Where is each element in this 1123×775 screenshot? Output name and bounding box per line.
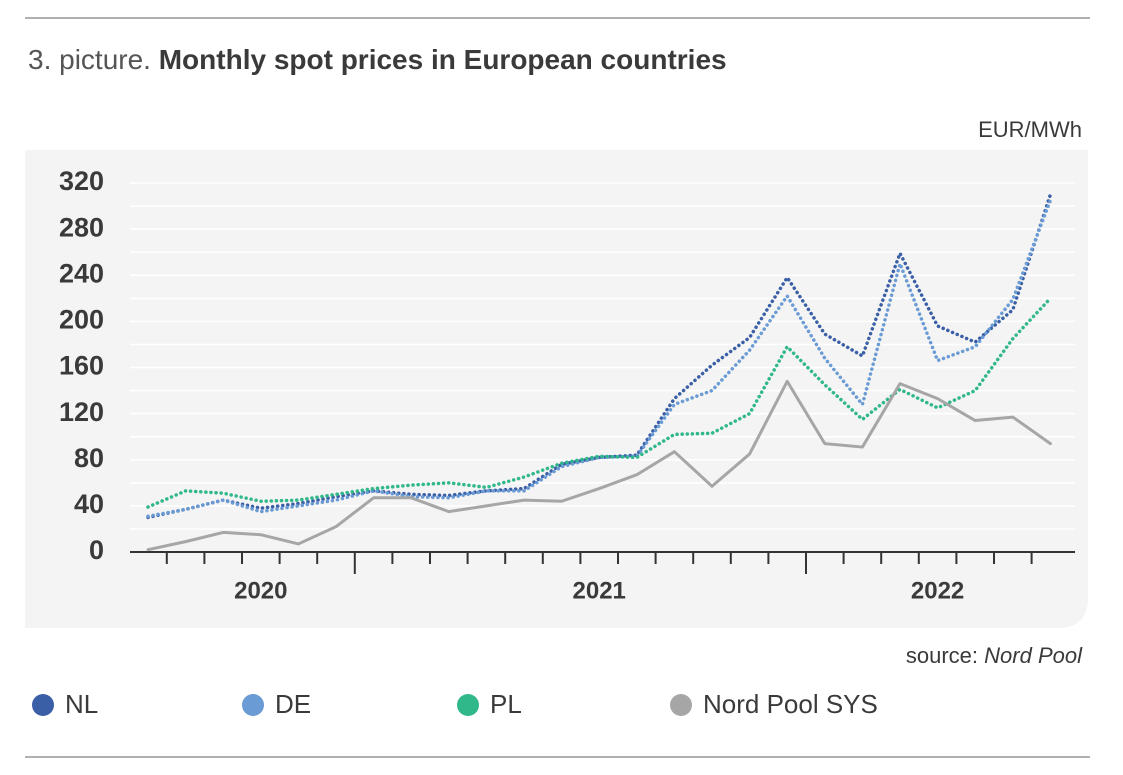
series-line (146, 198, 1053, 519)
legend-marker (670, 694, 692, 716)
series-line (146, 296, 1053, 509)
y-tick-label: 160 (59, 351, 104, 381)
title-text: Monthly spot prices in European countrie… (159, 44, 727, 75)
legend-label: PL (490, 689, 522, 719)
plot-area: 0 40 80 120 160 200 240 280 320 2020 2021 2022 (59, 166, 1075, 604)
y-tick-label: 120 (59, 397, 104, 427)
source: source: Nord Pool (906, 643, 1083, 668)
legend-label: Nord Pool SYS (703, 689, 878, 719)
legend-label: NL (65, 689, 98, 719)
legend-marker (242, 694, 264, 716)
y-tick-label: 320 (59, 166, 104, 196)
plot-panel (25, 150, 1088, 628)
legend-label: DE (275, 689, 311, 719)
legend-marker (32, 694, 54, 716)
legend-marker (457, 694, 479, 716)
source-label: source: (906, 643, 978, 668)
y-tick-label: 80 (74, 443, 104, 473)
source-name: Nord Pool (984, 643, 1083, 668)
y-tick-label: 0 (89, 535, 104, 565)
y-tick-label: 40 (74, 489, 104, 519)
y-tick-label: 240 (59, 258, 104, 288)
series-line (146, 192, 1053, 520)
title-label: 3. picture. (28, 44, 151, 75)
y-tick-label: 280 (59, 212, 104, 242)
chart-title: 3. picture. Monthly spot prices in Europ… (28, 44, 727, 75)
x-tick-label: 2020 (234, 577, 287, 604)
y-axis-label: EUR/MWh (978, 117, 1082, 142)
y-tick-label: 200 (59, 305, 104, 335)
x-tick-label: 2022 (911, 577, 964, 604)
series-line (146, 379, 1052, 552)
x-tick-label: 2021 (573, 577, 626, 604)
